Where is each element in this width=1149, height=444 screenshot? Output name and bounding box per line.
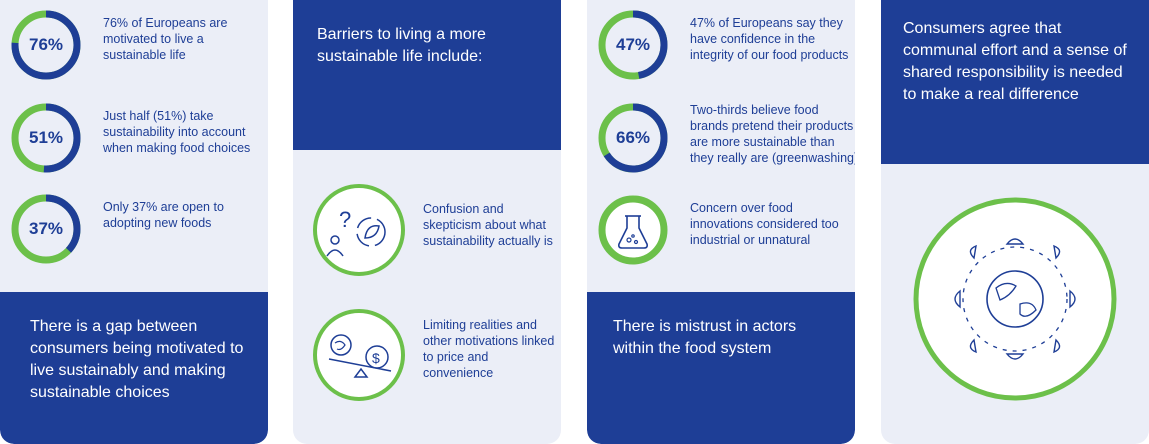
- panel-mistrust: 47% 47% of Europeans say they have confi…: [587, 0, 855, 444]
- barriers-header: Barriers to living a more sustainable li…: [317, 26, 486, 65]
- stat-value: 76%: [28, 35, 64, 54]
- responsibility-header-box: Consumers agree that communal effort and…: [881, 0, 1149, 164]
- summary-text: There is a gap between consumers being m…: [30, 318, 244, 401]
- concern-text: Concern over food innovations considered…: [690, 201, 839, 247]
- stat-value: 66%: [615, 128, 651, 147]
- progress-ring-37: [11, 194, 81, 264]
- responsibility-header: Consumers agree that communal effort and…: [903, 20, 1127, 103]
- progress-ring-47: [598, 10, 668, 80]
- mistrust-summary-text: There is mistrust in actors within the f…: [613, 318, 797, 357]
- stat-description: Two-thirds believe food brands pretend t…: [690, 103, 855, 165]
- stat-description: 76% of Europeans are motivated to live a…: [103, 16, 228, 62]
- svg-text:$: $: [372, 350, 380, 366]
- progress-ring-51: [11, 103, 81, 173]
- barriers-header-box: Barriers to living a more sustainable li…: [293, 0, 561, 150]
- stat-value: 37%: [28, 219, 64, 238]
- progress-ring-76: [11, 10, 81, 80]
- summary-box: There is a gap between consumers being m…: [0, 292, 268, 444]
- barrier-price-text: Limiting realities and other motivations…: [423, 318, 555, 380]
- stat-description: Just half (51%) take sustainability into…: [103, 109, 251, 155]
- panel-shared-responsibility: Consumers agree that communal effort and…: [881, 0, 1149, 444]
- stat-value: 51%: [28, 128, 64, 147]
- scale-globe-dollar-icon: $: [313, 309, 405, 401]
- stat-value: 47%: [615, 35, 651, 54]
- svg-text:?: ?: [339, 207, 351, 232]
- stat-description: Only 37% are open to adopting new foods: [103, 200, 224, 230]
- panel-barriers: Barriers to living a more sustainable li…: [293, 0, 561, 444]
- progress-ring-66: [598, 103, 668, 173]
- panel-motivation-gap: 76% 76% of Europeans are motivated to li…: [0, 0, 268, 444]
- barrier-confusion-text: Confusion and skepticism about what sust…: [423, 202, 553, 248]
- mistrust-summary-box: There is mistrust in actors within the f…: [587, 292, 855, 444]
- stat-description: 47% of Europeans say they have confidenc…: [690, 16, 849, 62]
- globe-people-icon: [913, 197, 1117, 401]
- flask-icon: [598, 195, 668, 265]
- question-leaf-icon: ?: [313, 184, 405, 276]
